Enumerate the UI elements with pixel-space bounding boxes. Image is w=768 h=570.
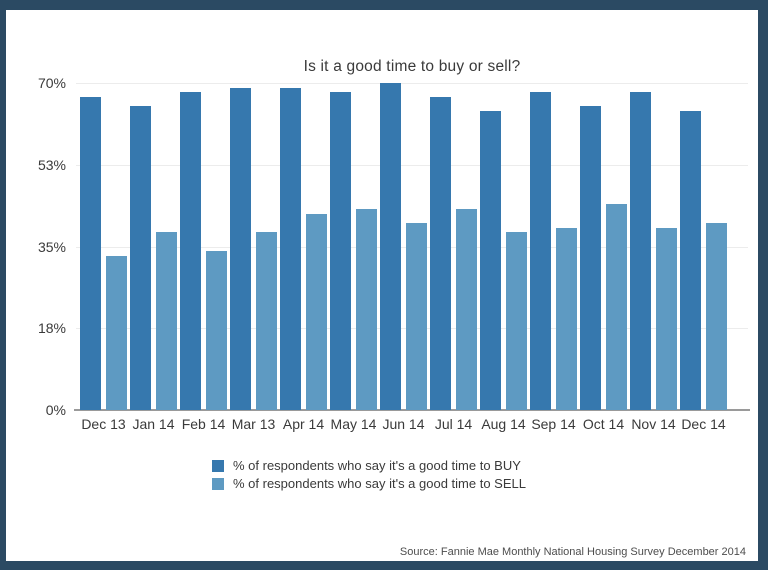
x-tick-label: Dec 13	[81, 416, 126, 432]
x-tick-label: Jan 14	[132, 416, 175, 432]
bar-sell	[506, 232, 527, 410]
bar-buy	[130, 106, 151, 410]
bar-buy	[330, 92, 351, 410]
y-tick-label: 35%	[37, 239, 66, 255]
x-tick-label: Dec 14	[681, 416, 726, 432]
y-tick-label: 70%	[37, 75, 66, 91]
chart-title: Is it a good time to buy or sell?	[303, 58, 521, 75]
bar-buy	[630, 92, 651, 410]
x-tick-label: Oct 14	[582, 416, 625, 432]
bar-buy	[280, 88, 301, 410]
chart-legend: % of respondents who say it's a good tim…	[6, 458, 758, 491]
grid-line	[76, 165, 748, 166]
bar-buy	[380, 83, 401, 410]
grid-line	[76, 83, 748, 84]
x-tick-label: Feb 14	[181, 416, 226, 432]
bar-sell	[706, 223, 727, 410]
plot-area: 70% 53% 35% 18% 0% Dec 13 Jan 14 Feb 14 Mar 13 Ap…	[38, 75, 750, 432]
x-tick-label: Jun 14	[382, 416, 425, 432]
bar-buy	[480, 111, 501, 410]
bar-buy	[180, 92, 201, 410]
legend-label-buy: % of respondents who say it's a good tim…	[233, 458, 521, 473]
bar-buy	[430, 97, 451, 410]
bar-sell	[156, 232, 177, 410]
bar-buy	[230, 88, 251, 410]
legend-swatch-buy	[212, 459, 224, 472]
bar-sell	[206, 251, 227, 410]
y-tick-label: 0%	[45, 402, 66, 418]
x-axis-line	[74, 409, 750, 411]
bar-sell	[556, 228, 577, 410]
x-tick-label: Aug 14	[481, 416, 526, 432]
bar-buy	[680, 111, 701, 410]
x-tick-label: Jul 14	[434, 416, 473, 432]
bar-sell	[256, 232, 277, 410]
bar-buy	[580, 106, 601, 410]
bar-buy	[80, 97, 101, 410]
legend-row-buy: % of respondents who say it's a good tim…	[212, 458, 552, 473]
x-tick-label: Sep 14	[531, 416, 576, 432]
y-tick-label: 18%	[37, 320, 66, 336]
legend-label-sell: % of respondents who say it's a good tim…	[233, 476, 526, 491]
legend-row-sell: % of respondents who say it's a good tim…	[212, 476, 552, 491]
bar-sell	[656, 228, 677, 410]
bar-sell	[356, 209, 377, 410]
x-tick-label: May 14	[330, 416, 377, 432]
bar-sell	[106, 256, 127, 410]
bar-sell	[606, 204, 627, 410]
bar-sell	[306, 214, 327, 410]
x-tick-label: Mar 13	[231, 416, 276, 432]
x-tick-label: Apr 14	[282, 416, 325, 432]
x-tick-label: Nov 14	[631, 416, 676, 432]
bar-buy	[530, 92, 551, 410]
bar-sell	[406, 223, 427, 410]
legend-swatch-sell	[212, 477, 224, 490]
source-note: Source: Fannie Mae Monthly National Hous…	[399, 546, 746, 558]
bar-sell	[456, 209, 477, 410]
y-tick-label: 53%	[37, 157, 66, 173]
chart-panel: Is it a good time to buy or sell? 70% 53%…	[6, 10, 758, 561]
